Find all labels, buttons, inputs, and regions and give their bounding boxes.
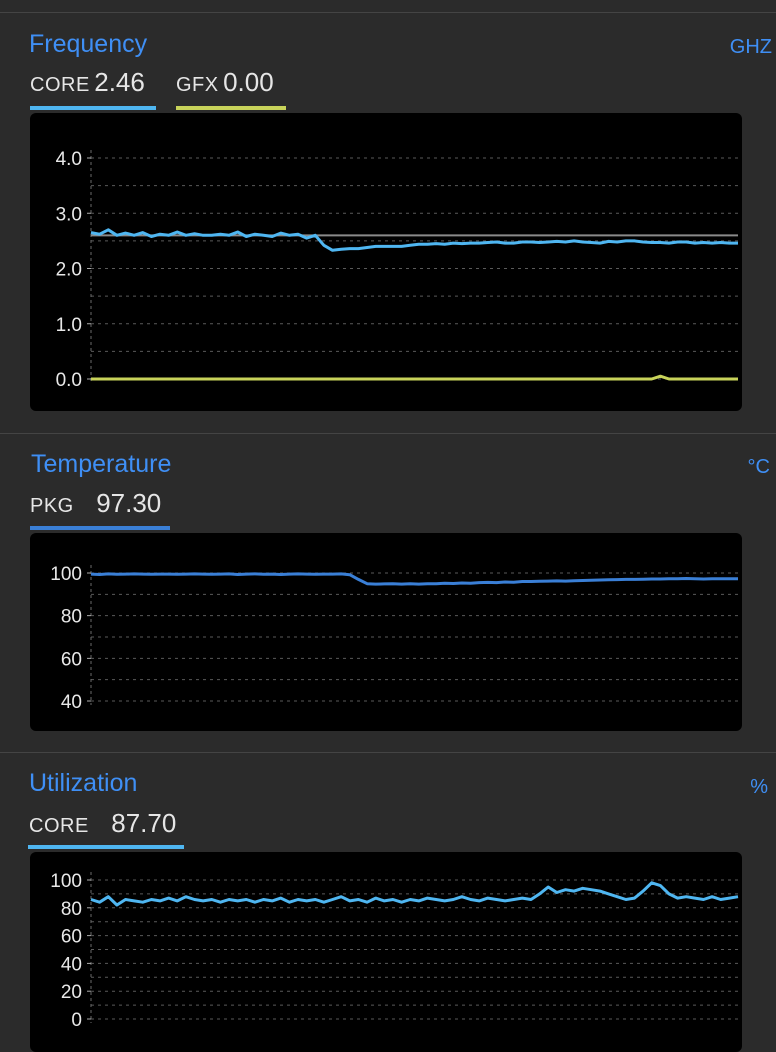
top-divider: [0, 12, 776, 13]
gfx-frequency-reading: GFX 0.00: [176, 67, 274, 98]
core-frequency-reading: CORE 2.46: [30, 67, 145, 98]
series-line-core: [90, 881, 739, 907]
core-frequency-value: 2.46: [94, 67, 145, 97]
y-tick-label: 100: [50, 871, 82, 892]
core-label: CORE: [29, 815, 89, 837]
temperature-panel: Temperature °C PKG 97.30 100 80 60 40: [0, 434, 776, 752]
core-utilization-value: 87.70: [111, 808, 177, 838]
utilization-panel: Utilization % CORE 87.70 100 80 60 40 20 0: [0, 753, 776, 1052]
gfx-series-underline: [176, 106, 286, 110]
y-tick-label: 60: [61, 927, 82, 948]
pkg-temperature-reading: PKG 97.30: [30, 488, 161, 519]
y-tick-label: 20: [61, 982, 82, 1003]
utilization-title: Utilization: [29, 769, 138, 797]
divider-temperature: [0, 433, 776, 434]
y-tick-label: 1.0: [56, 315, 82, 336]
y-tick-label: 80: [61, 607, 82, 628]
gfx-label: GFX: [176, 74, 219, 96]
core-utilization-underline: [28, 845, 184, 849]
gfx-frequency-value: 0.00: [223, 67, 274, 97]
core-utilization-reading: CORE 87.70: [29, 808, 176, 839]
utilization-chart-svg: 100 80 60 40 20 0: [50, 871, 739, 1031]
y-tick-label: 3.0: [56, 204, 82, 225]
pkg-series-underline: [30, 526, 170, 530]
temperature-chart-svg: 100 80 60 40: [50, 564, 738, 713]
temperature-unit: °C: [747, 456, 770, 478]
pkg-label: PKG: [30, 495, 74, 517]
utilization-unit: %: [750, 776, 768, 798]
core-series-underline: [30, 106, 156, 110]
y-tick-label: 0.0: [56, 370, 82, 391]
divider-utilization: [0, 752, 776, 753]
y-tick-label: 40: [61, 692, 82, 713]
y-tick-label: 2.0: [56, 260, 82, 281]
y-tick-label: 0: [71, 1010, 82, 1031]
core-label: CORE: [30, 74, 90, 96]
pkg-temperature-value: 97.30: [96, 488, 162, 518]
series-line-core: [90, 228, 738, 252]
temperature-title: Temperature: [31, 450, 172, 478]
frequency-chart-svg: 4.0 3.0 2.0 1.0 0.0: [56, 149, 738, 391]
frequency-panel: Frequency GHZ CORE 2.46 GFX 0.00 4.0 3.0 2…: [0, 13, 776, 433]
y-tick-label: 4.0: [56, 149, 82, 170]
y-tick-label: 60: [61, 649, 82, 670]
series-line-gfx: [91, 374, 738, 381]
frequency-title: Frequency: [29, 30, 148, 58]
frequency-unit: GHZ: [729, 36, 772, 58]
frequency-chart: 4.0 3.0 2.0 1.0 0.0: [30, 113, 742, 411]
y-tick-label: 40: [61, 954, 82, 975]
temperature-chart: 100 80 60 40: [30, 533, 742, 731]
y-tick-label: 100: [50, 564, 82, 585]
y-tick-label: 80: [61, 899, 82, 920]
utilization-chart: 100 80 60 40 20 0: [30, 852, 742, 1052]
series-line-pkg: [90, 572, 738, 586]
